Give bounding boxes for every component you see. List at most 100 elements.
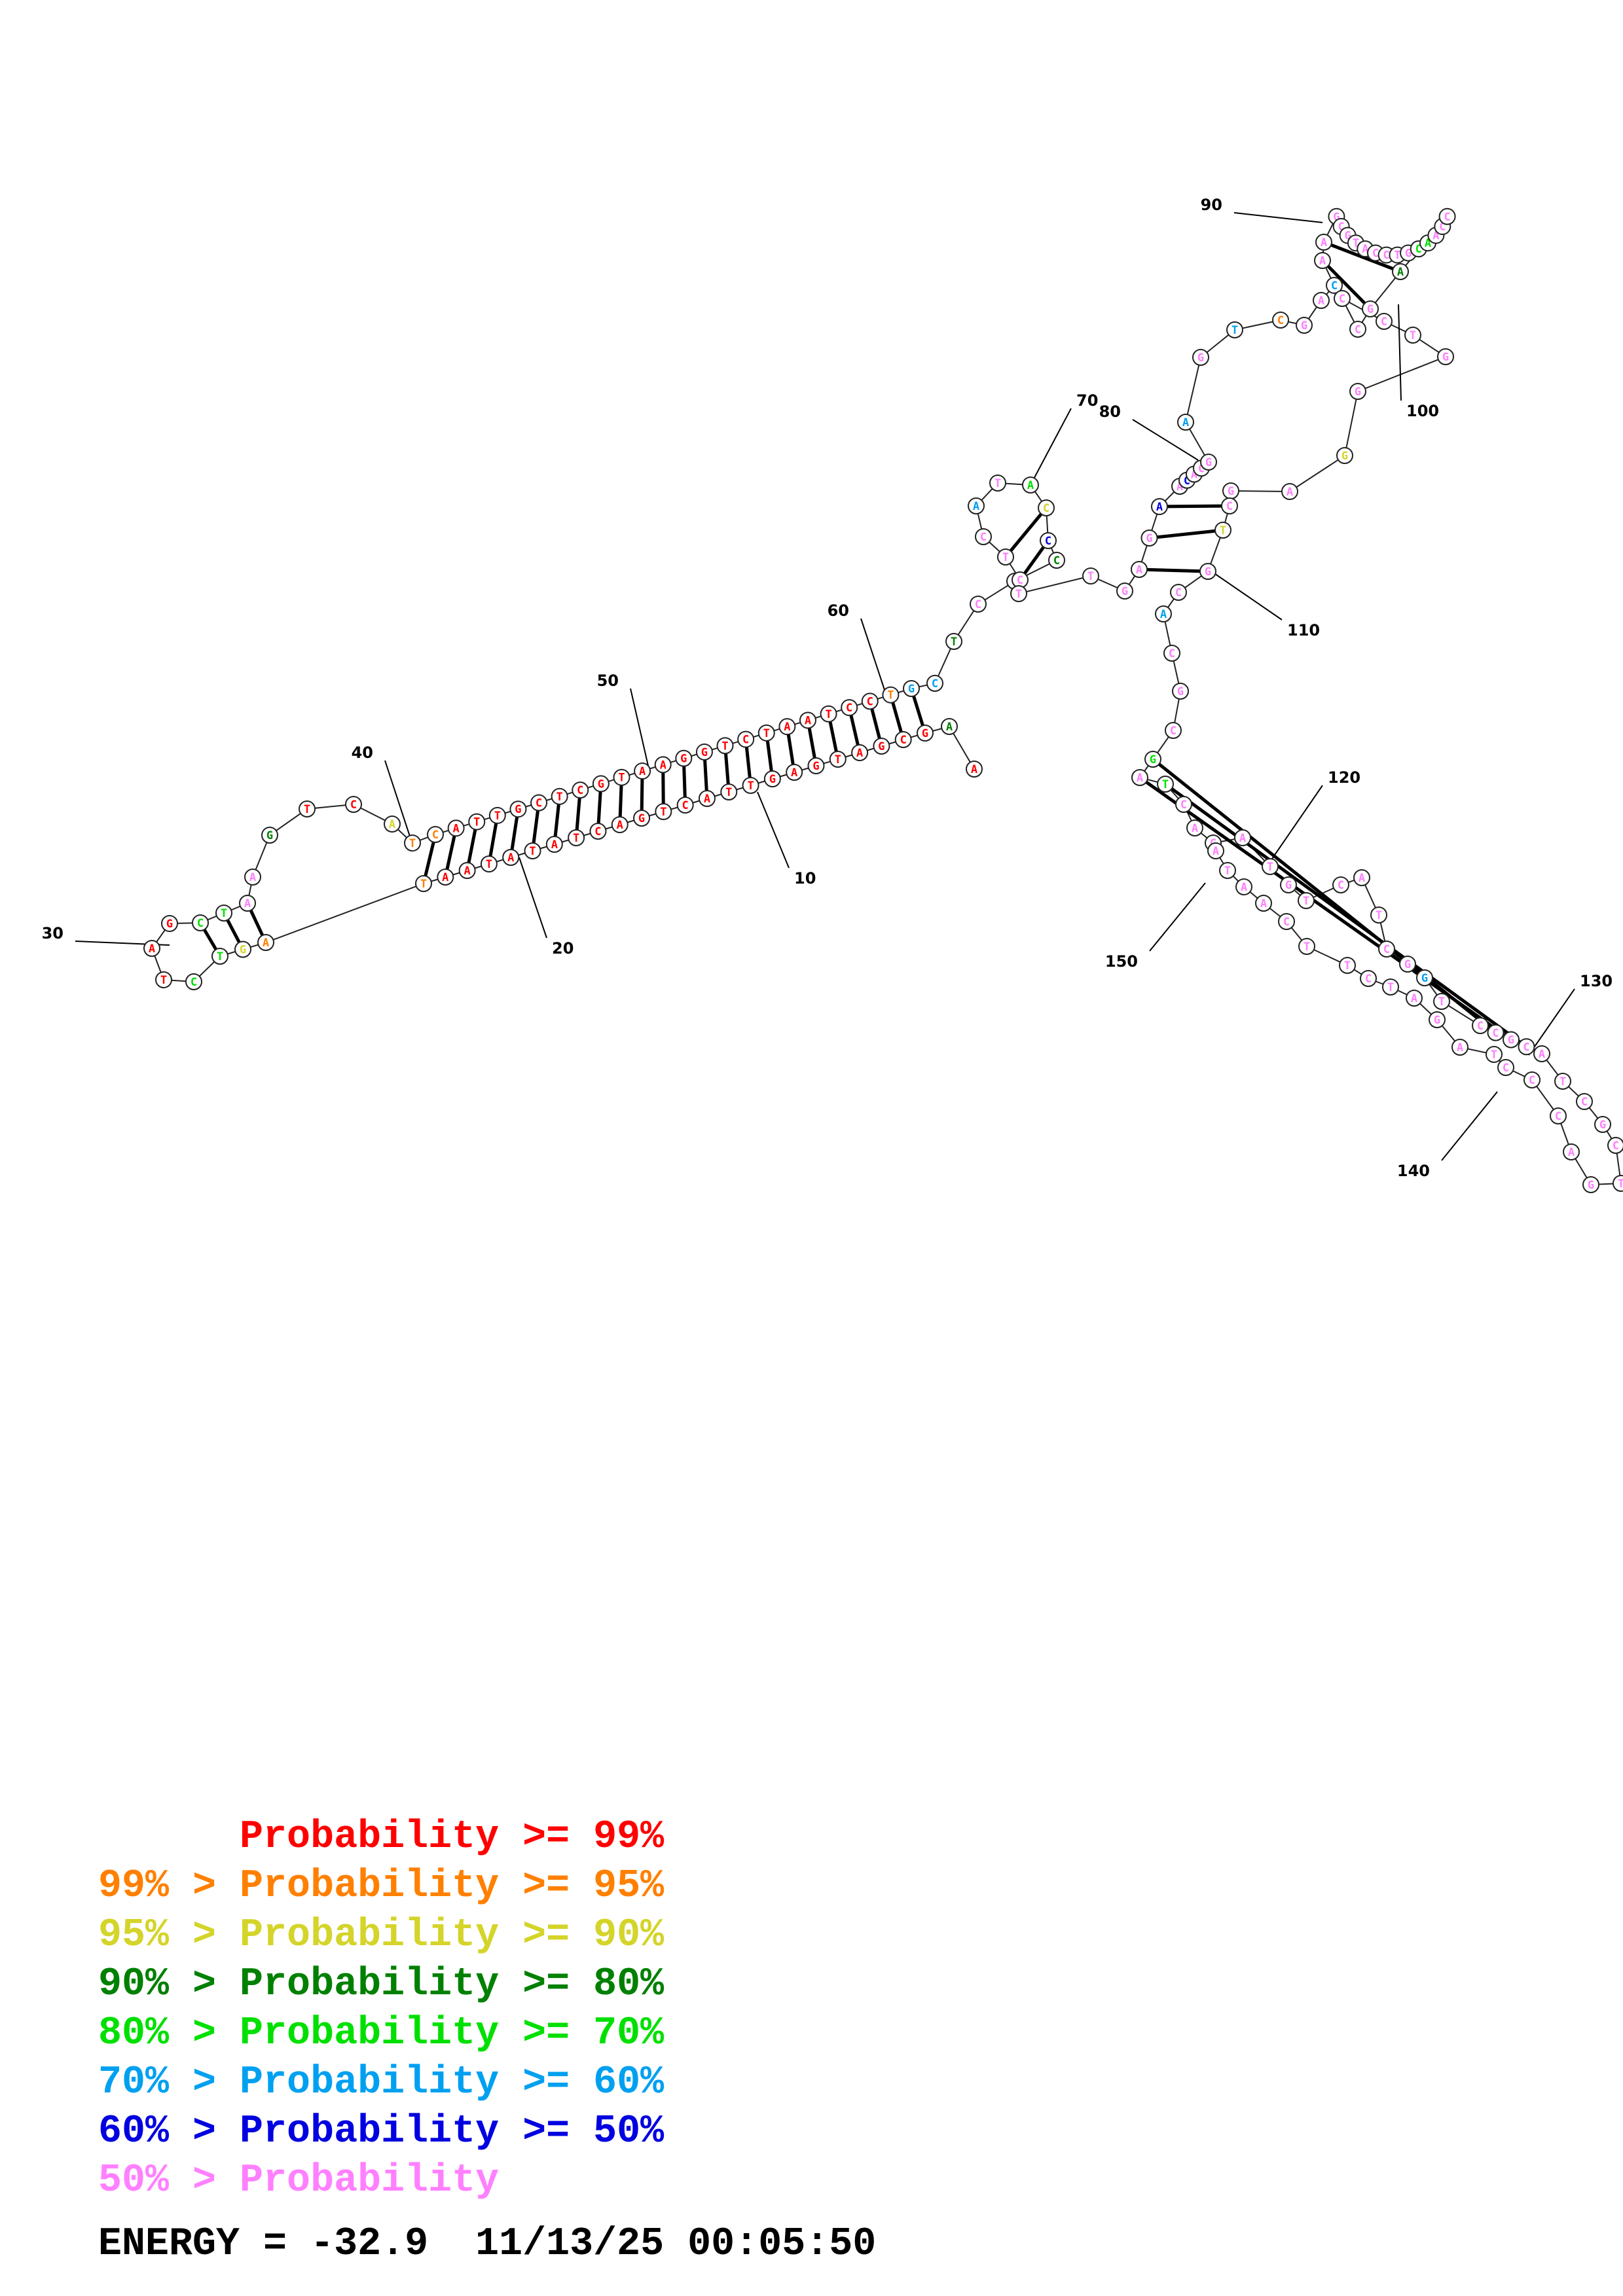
nucleotide-circle bbox=[1131, 561, 1148, 578]
nucleotide-base: A bbox=[973, 500, 979, 513]
position-label: 60 bbox=[828, 601, 849, 620]
nucleotide: T bbox=[299, 800, 316, 817]
legend-threshold: 95% > bbox=[98, 1913, 240, 1958]
nucleotide-base: T bbox=[763, 727, 770, 740]
nucleotide-base: A bbox=[1213, 845, 1219, 858]
nucleotide-circle bbox=[480, 855, 498, 872]
nucleotide: A bbox=[1155, 605, 1172, 622]
position-label: 120 bbox=[1328, 768, 1360, 787]
nucleotide: T bbox=[1613, 1175, 1623, 1192]
nucleotide-circle bbox=[1382, 978, 1399, 996]
nucleotide-base: A bbox=[1192, 822, 1198, 835]
position-tick-line bbox=[1271, 785, 1323, 859]
nucleotide-circle bbox=[261, 827, 278, 844]
nucleotide: A bbox=[698, 790, 716, 807]
nucleotide-circle bbox=[1451, 1039, 1468, 1056]
nucleotide-circle bbox=[841, 699, 858, 717]
nucleotide-circle bbox=[926, 675, 943, 692]
nucleotide-circle bbox=[655, 803, 672, 820]
nucleotide: T bbox=[716, 737, 734, 755]
nucleotide-base: C bbox=[975, 598, 981, 611]
nucleotide-circle bbox=[757, 724, 775, 742]
nucleotide-base: T bbox=[1220, 524, 1226, 537]
nucleotide-circle bbox=[1353, 869, 1370, 886]
nucleotide-circle bbox=[592, 775, 610, 793]
nucleotide-base: A bbox=[1397, 266, 1404, 279]
legend-threshold: 60% > bbox=[98, 2109, 240, 2154]
nucleotide-base: C bbox=[980, 531, 987, 544]
nucleotide-circle bbox=[1262, 858, 1279, 875]
nucleotide-circle bbox=[427, 826, 444, 843]
nucleotide-circle bbox=[488, 806, 506, 824]
nucleotide-circle bbox=[1487, 1024, 1504, 1041]
nucleotide-circle bbox=[1278, 913, 1295, 930]
nucleotide-base: C bbox=[1383, 943, 1390, 956]
nucleotide-base: T bbox=[217, 950, 223, 963]
nucleotide-base: T bbox=[1376, 909, 1382, 922]
nucleotide-circle bbox=[695, 743, 713, 761]
nucleotide: G bbox=[1199, 563, 1216, 580]
nucleotide-base: T bbox=[573, 832, 579, 845]
nucleotide-circle bbox=[698, 790, 716, 807]
base-pair-bond bbox=[1004, 507, 1048, 558]
nucleotide: A bbox=[1234, 829, 1251, 846]
base-pair-bond bbox=[1321, 259, 1372, 310]
legend-threshold: 70% > bbox=[98, 2060, 240, 2105]
nucleotide-base: C bbox=[1415, 243, 1422, 256]
nucleotide-base: A bbox=[1319, 255, 1326, 268]
nucleotide-base: T bbox=[1303, 895, 1309, 908]
nucleotide: C bbox=[1334, 290, 1351, 307]
nucleotide: T bbox=[488, 806, 506, 824]
nucleotide: G bbox=[695, 743, 713, 761]
nucleotide-circle bbox=[1550, 1107, 1567, 1124]
nucleotide-circle bbox=[778, 718, 796, 736]
nucleotide-base: A bbox=[389, 818, 395, 831]
nucleotide: A bbox=[1313, 292, 1330, 309]
nucleotide: G bbox=[1416, 969, 1433, 986]
nucleotide-base: C bbox=[197, 917, 204, 930]
nucleotide-circle bbox=[1314, 252, 1331, 269]
nucleotide: A bbox=[1353, 869, 1370, 886]
nucleotide-base: A bbox=[1321, 236, 1327, 249]
nucleotide-base: G bbox=[908, 683, 915, 696]
nucleotide-circle bbox=[299, 800, 316, 817]
nucleotide-circle bbox=[161, 915, 178, 932]
nucleotide-base: C bbox=[1045, 535, 1051, 548]
nucleotide-base: C bbox=[1529, 1074, 1535, 1087]
nucleotide-base: C bbox=[1555, 1110, 1561, 1123]
nucleotide-circle bbox=[458, 862, 476, 879]
nucleotide-base: G bbox=[1301, 319, 1307, 332]
nucleotide-circle bbox=[1370, 906, 1387, 924]
nucleotide: C bbox=[185, 973, 202, 990]
nucleotide: A bbox=[634, 762, 651, 780]
nucleotide-circle bbox=[1533, 1045, 1550, 1062]
nucleotide-base: C bbox=[1169, 647, 1175, 660]
nucleotide: G bbox=[807, 757, 825, 774]
nucleotide-base: C bbox=[1383, 249, 1389, 262]
nucleotide-base: G bbox=[1197, 351, 1204, 365]
nucleotide: T bbox=[1486, 1046, 1503, 1063]
nucleotide-base: G bbox=[1285, 879, 1292, 892]
nucleotide-base: C bbox=[1331, 279, 1338, 293]
legend-threshold bbox=[98, 1815, 240, 1859]
nucleotide-base: G bbox=[1367, 303, 1374, 316]
nucleotide-base: A bbox=[856, 747, 863, 760]
nucleotide: T bbox=[1226, 321, 1243, 338]
nucleotide: A bbox=[384, 816, 401, 833]
nucleotide-base: G bbox=[1122, 585, 1128, 598]
nucleotide-circle bbox=[1416, 969, 1433, 986]
nucleotide-circle bbox=[1404, 327, 1421, 344]
nucleotide-circle bbox=[1298, 892, 1315, 909]
nucleotide-base: A bbox=[452, 822, 459, 835]
legend-bound: >= 90% bbox=[499, 1913, 665, 1958]
nucleotide-base: T bbox=[1002, 551, 1009, 564]
nucleotide-base: C bbox=[1477, 1020, 1484, 1033]
nucleotide: C bbox=[1278, 913, 1295, 930]
nucleotide-circle bbox=[799, 711, 816, 729]
nucleotide-circle bbox=[1497, 1059, 1514, 1076]
nucleotide: G bbox=[1140, 529, 1158, 547]
nucleotide-circle bbox=[1399, 956, 1416, 973]
legend-label: Probability bbox=[240, 2060, 500, 2105]
nucleotide: A bbox=[1235, 878, 1252, 895]
